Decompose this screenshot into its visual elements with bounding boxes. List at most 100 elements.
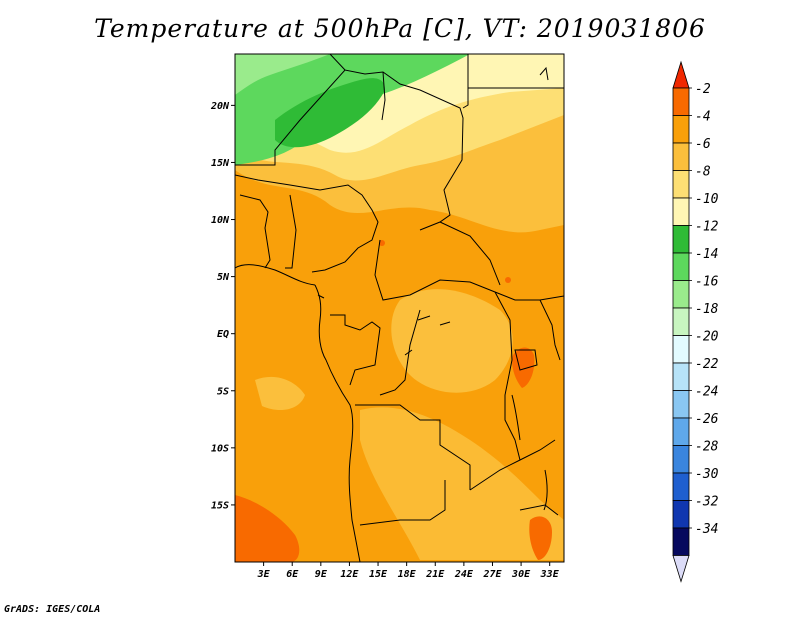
border-angola-namibia bbox=[359, 480, 446, 526]
map-frame bbox=[234, 53, 565, 563]
colorbar-box bbox=[672, 527, 690, 556]
field-warm-great-lakes bbox=[512, 347, 535, 388]
colorbar-label: -2 bbox=[695, 82, 711, 97]
colorbar-label: -18 bbox=[695, 302, 719, 317]
colorbar-box bbox=[672, 390, 690, 419]
field-warm-southwest bbox=[235, 495, 300, 562]
colorbar-label: -26 bbox=[695, 412, 719, 427]
lon-tick-label: 24E bbox=[454, 569, 474, 580]
colorbar-box bbox=[672, 307, 690, 336]
lake-tanganyika bbox=[511, 394, 521, 441]
border-west-africa-2 bbox=[285, 194, 297, 269]
border-west-africa-1 bbox=[239, 194, 271, 269]
colorbar-label: -24 bbox=[695, 385, 718, 400]
map-title: Temperature at 500hPa [C], VT: 201903180… bbox=[94, 14, 706, 43]
border-north bbox=[235, 69, 464, 231]
colorbar-label: -12 bbox=[695, 220, 719, 235]
border-sahel bbox=[235, 174, 379, 273]
field-warm-southeast bbox=[529, 516, 552, 560]
colorbar-box bbox=[672, 445, 690, 474]
colorbar-box bbox=[672, 142, 690, 171]
border-east-africa bbox=[539, 299, 561, 361]
lon-tick-label: 27E bbox=[482, 569, 502, 580]
border-south-east bbox=[519, 504, 559, 516]
border-north-2 bbox=[329, 54, 346, 71]
field-light-orange-west bbox=[255, 376, 305, 411]
lat-tick-label: 5N bbox=[217, 272, 230, 283]
temperature-field bbox=[235, 54, 564, 562]
border-angola-drc bbox=[355, 404, 471, 490]
lon-tick-label: 12E bbox=[340, 569, 359, 580]
colorbar-box bbox=[672, 170, 690, 199]
border-car bbox=[374, 239, 540, 301]
colorbar-box bbox=[672, 225, 690, 254]
field-warm-spot-2 bbox=[505, 277, 511, 283]
colorbar-box bbox=[672, 500, 690, 529]
colorbar-label: -10 bbox=[695, 192, 719, 207]
colorbar-box bbox=[672, 417, 690, 446]
lon-tick-label: 30E bbox=[511, 569, 531, 580]
lon-tick-label: 6E bbox=[286, 569, 299, 580]
field-pale-green bbox=[235, 54, 330, 95]
colorbar-label: -34 bbox=[695, 522, 718, 537]
field-light-orange-south bbox=[360, 407, 564, 560]
border-congo-drc bbox=[379, 309, 421, 396]
lat-tick-label: 5S bbox=[217, 386, 229, 397]
lon-tick-label: 15E bbox=[369, 569, 388, 580]
colorbar-box bbox=[672, 335, 690, 364]
lon-tick-label: 18E bbox=[398, 569, 417, 580]
colorbar-label: -6 bbox=[695, 137, 711, 152]
lon-tick-label: 33E bbox=[540, 569, 560, 580]
lat-tick-label: 15N bbox=[211, 158, 230, 169]
border-north-3 bbox=[381, 71, 386, 121]
lat-tick-label: 10N bbox=[211, 215, 230, 226]
colorbar-label: -4 bbox=[695, 110, 711, 125]
colorbar-top-arrow bbox=[672, 60, 690, 89]
colorbar-label: -22 bbox=[695, 357, 719, 372]
lon-tick-label: 9E bbox=[315, 569, 328, 580]
border-sudan-south bbox=[439, 221, 501, 286]
latitude-axis: 20N 15N 10N 5N EQ 5S 10S 15S bbox=[210, 101, 235, 511]
border-egypt bbox=[462, 54, 469, 109]
colorbar-box bbox=[672, 472, 690, 501]
lon-tick-label: 3E bbox=[257, 569, 271, 580]
colorbar-label: -16 bbox=[695, 275, 719, 290]
lat-tick-label: EQ bbox=[217, 329, 229, 340]
colorbar-label: -8 bbox=[695, 165, 711, 180]
field-warm-spot-1 bbox=[379, 240, 385, 246]
colorbar-label: -32 bbox=[695, 495, 719, 510]
colorbar-bottom-arrow bbox=[672, 555, 690, 583]
coast-red-sea bbox=[539, 66, 549, 81]
lon-tick-label: 21E bbox=[425, 569, 445, 580]
colorbar-box bbox=[672, 252, 690, 281]
longitude-axis: 3E 6E 9E 12E 15E 18E 21E 24E 27E 30E 33E bbox=[257, 562, 560, 580]
field-light-orange-patch bbox=[391, 289, 513, 393]
colorbar-label: -28 bbox=[695, 440, 719, 455]
border-zambia bbox=[469, 439, 556, 491]
colorbar-box bbox=[672, 362, 690, 391]
bioko-island bbox=[317, 294, 325, 299]
colorbar-label: -30 bbox=[695, 467, 719, 482]
lake-malawi bbox=[543, 469, 548, 511]
grads-credit: GrADS: IGES/COLA bbox=[4, 604, 101, 615]
colorbar-label: -14 bbox=[695, 247, 718, 262]
colorbar-box bbox=[672, 280, 690, 309]
country-borders bbox=[235, 54, 564, 562]
colorbar-box bbox=[672, 197, 690, 226]
lake-victoria bbox=[514, 349, 538, 371]
colorbar-label: -20 bbox=[695, 330, 719, 345]
colorbar: -2 -4 -6 -8 -10 -12 -14 -16 -18 -20 -22 -24 -26 -28 -3… bbox=[672, 60, 719, 583]
border-gabon-congo bbox=[330, 314, 381, 386]
lat-tick-label: 20N bbox=[210, 101, 230, 112]
field-dark-green bbox=[275, 78, 385, 148]
rivers-congo bbox=[404, 315, 451, 356]
coast-west-central bbox=[314, 284, 361, 562]
border-drc-east bbox=[494, 291, 521, 461]
lat-tick-label: 15S bbox=[211, 500, 229, 511]
colorbar-box bbox=[672, 87, 690, 116]
lat-tick-label: 10S bbox=[211, 443, 229, 454]
colorbar-box bbox=[672, 115, 690, 144]
coast-gulf-guinea bbox=[235, 264, 316, 286]
border-ethiopia bbox=[539, 295, 564, 301]
